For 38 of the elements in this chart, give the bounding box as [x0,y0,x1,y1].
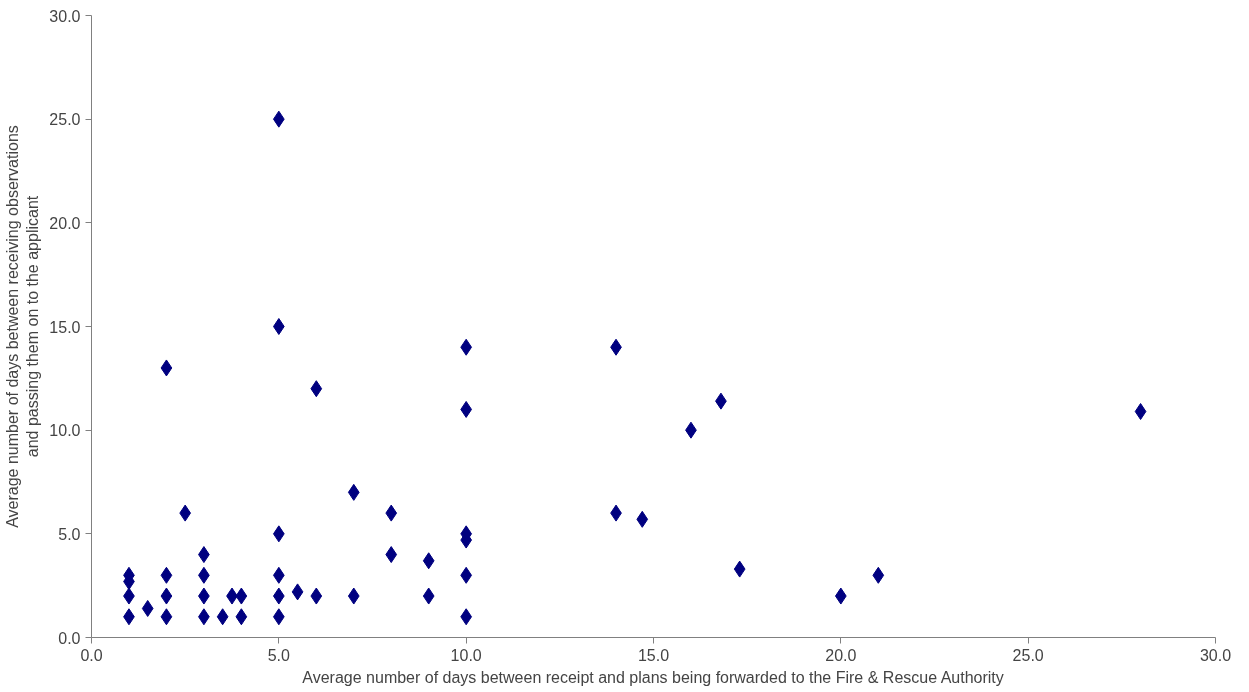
point [347,483,360,501]
point [216,608,229,626]
point [347,587,360,605]
point [872,566,885,584]
x-tick-label: 0.0 [80,646,103,664]
point [160,359,173,377]
point [310,587,323,605]
x-axis-title: Average number of days between receipt and plans being forwarded to the Fire & Rescue Authority [302,668,1004,686]
point [235,608,248,626]
point [385,546,398,564]
x-tick-label: 20.0 [825,646,857,664]
point [160,566,173,584]
y-tick-label: 0.0 [58,629,81,647]
x-tick-label: 30.0 [1199,646,1232,664]
point [291,583,304,601]
y-tick-label: 20.0 [49,214,81,232]
x-tick-label: 5.0 [267,646,291,664]
y-tick-label: 5.0 [58,525,81,543]
point [1134,403,1147,421]
x-tick-label: 25.0 [1012,646,1044,664]
point [310,380,323,398]
point [733,560,746,578]
point [422,552,435,570]
y-tick-label: 25.0 [49,111,81,129]
point [235,587,248,605]
x-tick-label: 10.0 [450,646,482,664]
point [160,608,173,626]
y-axis-title: Average number of days between receiving observations and passing them on to the applicant [3,125,42,528]
point [160,587,173,605]
x-tick-label: 15.0 [637,646,670,664]
point [636,510,649,528]
y-tick-label: 10.0 [49,422,81,440]
y-tick-label: 15.0 [49,318,81,336]
point [422,587,435,605]
point [385,504,398,522]
y-tick-label: 30.0 [49,7,81,25]
point [141,599,154,617]
point [273,318,285,335]
